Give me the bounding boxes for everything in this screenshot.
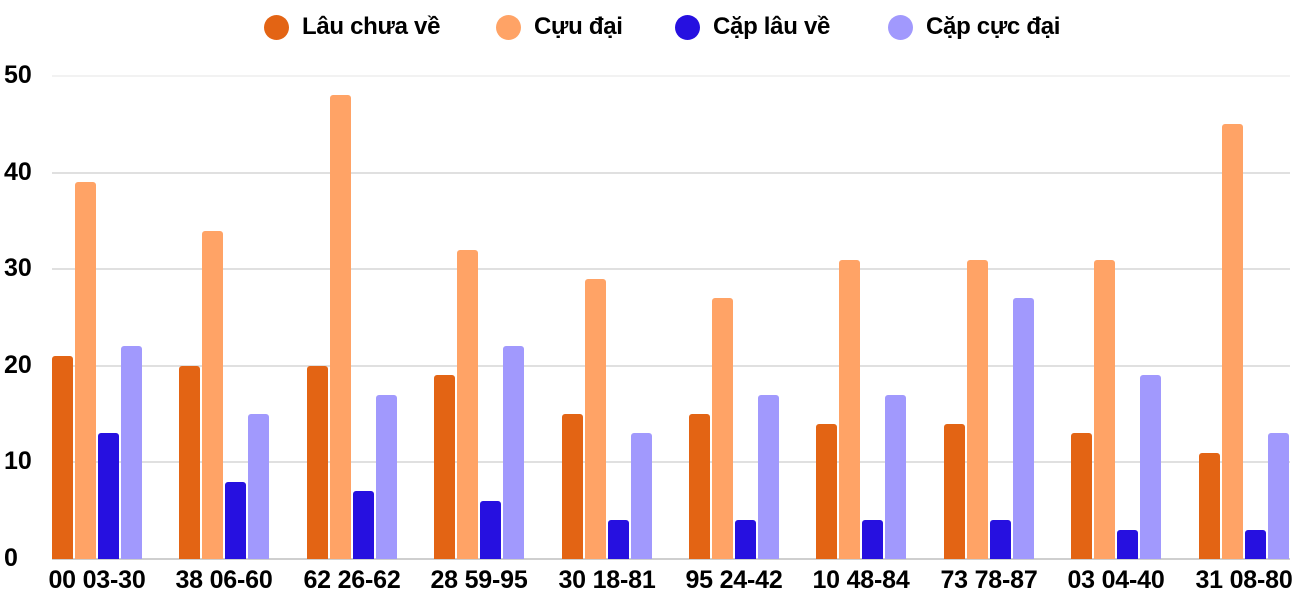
bar[interactable] bbox=[1140, 375, 1161, 559]
x-axis-tick-label: 10 48-84 bbox=[812, 566, 910, 594]
y-axis-tick-label: 30 bbox=[4, 254, 32, 282]
x-axis-tick-label: 28 59-95 bbox=[430, 566, 528, 594]
gridline bbox=[52, 172, 1290, 174]
gridline bbox=[52, 268, 1290, 270]
legend-swatch-icon bbox=[496, 14, 521, 40]
legend-item-cap-cuc-dai[interactable]: Cặp cực đại bbox=[888, 8, 1060, 46]
bar[interactable] bbox=[75, 182, 96, 559]
bar[interactable] bbox=[225, 481, 246, 559]
bar[interactable] bbox=[1094, 259, 1115, 559]
bar[interactable] bbox=[98, 433, 119, 559]
x-axis-tick-label: 00 03-30 bbox=[48, 566, 146, 594]
bar[interactable] bbox=[990, 520, 1011, 559]
bar[interactable] bbox=[562, 414, 583, 559]
bar[interactable] bbox=[248, 414, 269, 559]
bar[interactable] bbox=[480, 501, 501, 559]
bar[interactable] bbox=[1245, 530, 1266, 559]
x-axis-tick-label: 38 06-60 bbox=[175, 566, 273, 594]
bar[interactable] bbox=[758, 394, 779, 559]
bar[interactable] bbox=[608, 520, 629, 559]
legend-item-lau-chua-ve[interactable]: Lâu chưa về bbox=[264, 8, 440, 46]
bar[interactable] bbox=[376, 394, 397, 559]
bar[interactable] bbox=[434, 375, 455, 559]
bar[interactable] bbox=[839, 259, 860, 559]
y-axis-tick-label: 50 bbox=[4, 61, 32, 89]
x-axis-tick-label: 31 08-80 bbox=[1195, 566, 1293, 594]
legend-label: Cặp lâu về bbox=[713, 13, 831, 40]
bar[interactable] bbox=[179, 365, 200, 559]
bar[interactable] bbox=[1013, 298, 1034, 559]
bar[interactable] bbox=[52, 356, 73, 559]
bar[interactable] bbox=[885, 394, 906, 559]
x-axis-tick-label: 03 04-40 bbox=[1067, 566, 1165, 594]
legend-label: Cặp cực đại bbox=[926, 13, 1061, 40]
y-axis-tick-label: 0 bbox=[4, 544, 18, 572]
legend-item-cuu-dai[interactable]: Cựu đại bbox=[496, 8, 623, 46]
chart-legend: Lâu chưa về Cựu đại Cặp lâu về Cặp cực đ… bbox=[0, 8, 1300, 46]
bar[interactable] bbox=[712, 298, 733, 559]
bar[interactable] bbox=[967, 259, 988, 559]
x-axis-tick-label: 30 18-81 bbox=[558, 566, 656, 594]
legend-item-cap-lau-ve[interactable]: Cặp lâu về bbox=[675, 8, 830, 46]
bar[interactable] bbox=[689, 414, 710, 559]
bar[interactable] bbox=[1117, 530, 1138, 559]
bar[interactable] bbox=[503, 346, 524, 559]
bar[interactable] bbox=[330, 95, 351, 559]
bar[interactable] bbox=[631, 433, 652, 559]
gridline bbox=[52, 461, 1290, 463]
legend-label: Lâu chưa về bbox=[302, 13, 441, 40]
gridline bbox=[52, 75, 1290, 77]
bar[interactable] bbox=[585, 278, 606, 559]
bar[interactable] bbox=[1222, 124, 1243, 559]
bar[interactable] bbox=[1268, 433, 1289, 559]
bar[interactable] bbox=[202, 230, 223, 559]
bar[interactable] bbox=[816, 423, 837, 559]
bar[interactable] bbox=[121, 346, 142, 559]
legend-swatch-icon bbox=[888, 14, 913, 40]
y-axis-tick-label: 40 bbox=[4, 158, 32, 186]
gridline bbox=[52, 558, 1290, 560]
bar[interactable] bbox=[1071, 433, 1092, 559]
bar[interactable] bbox=[735, 520, 756, 559]
legend-swatch-icon bbox=[264, 14, 289, 40]
x-axis-tick-label: 73 78-87 bbox=[940, 566, 1038, 594]
x-axis-tick-label: 62 26-62 bbox=[303, 566, 401, 594]
gridline bbox=[52, 365, 1290, 367]
legend-label: Cựu đại bbox=[534, 13, 623, 40]
bar[interactable] bbox=[457, 249, 478, 559]
bar[interactable] bbox=[944, 423, 965, 559]
y-axis-tick-label: 10 bbox=[4, 447, 32, 475]
legend-swatch-icon bbox=[675, 14, 700, 40]
y-axis-tick-label: 20 bbox=[4, 351, 32, 379]
bar[interactable] bbox=[862, 520, 883, 559]
x-axis-tick-label: 95 24-42 bbox=[685, 566, 783, 594]
bar[interactable] bbox=[353, 491, 374, 559]
bar[interactable] bbox=[307, 365, 328, 559]
bar[interactable] bbox=[1199, 452, 1220, 559]
